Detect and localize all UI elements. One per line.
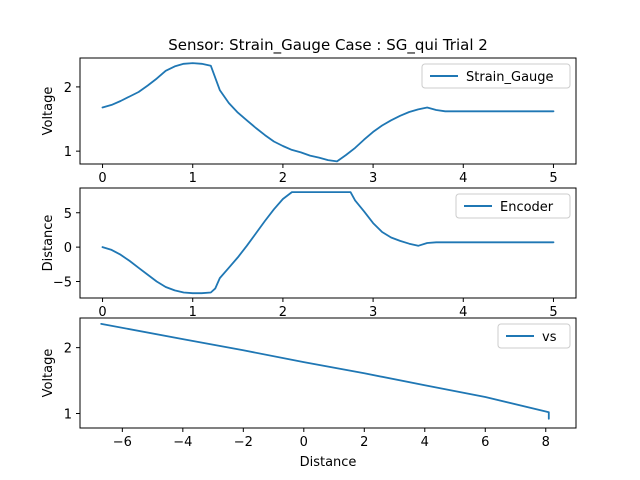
y-axis-label-2: Distance (41, 215, 56, 272)
x-tick-label: 6 (481, 435, 489, 450)
series-line-3-1 (100, 322, 550, 420)
y-tick-label: 5 (64, 207, 72, 222)
x-tick-label: 1 (189, 305, 197, 320)
subplot-3: −6 −4 −2 0 2 4 6 8 1 2 Voltage Distance vs (41, 317, 577, 470)
x-axis-label-3: Distance (300, 455, 357, 470)
series-line-2-1 (101, 191, 555, 295)
x-tick-label: 4 (421, 435, 429, 450)
axes-frame-1 (79, 57, 577, 165)
axes-frame-2 (79, 187, 577, 299)
legend-box (421, 63, 571, 89)
x-tick-label: 0 (300, 435, 308, 450)
legend-label: Encoder (500, 200, 554, 215)
y-tick-label: 0 (64, 241, 72, 256)
subplot-2: 0 1 2 3 4 5 −5 0 5 Distance Encoder (41, 187, 577, 320)
x-tick-label: 0 (98, 171, 106, 186)
x-tick-label: 3 (369, 305, 377, 320)
plots: 0 1 2 3 4 5 1 2 Voltage Strain_Gauge 0 1 2 3 4 5 −5 0 5 Dis… (41, 57, 577, 470)
legend-2: Encoder (455, 193, 571, 219)
y-axis-label-3: Voltage (41, 349, 56, 398)
x-tick-label: 5 (549, 305, 557, 320)
y-tick-label: 2 (64, 342, 72, 357)
legend-3: vs (497, 323, 571, 349)
x-tick-label: −2 (234, 435, 253, 450)
x-tick-label: 8 (542, 435, 550, 450)
figure-title: Sensor: Strain_Gauge Case : SG_qui Trial… (168, 36, 488, 55)
x-tick-label: −4 (173, 435, 192, 450)
y-tick-label: 2 (64, 81, 72, 96)
axes-frame-3 (79, 317, 577, 429)
x-tick-label: 5 (549, 171, 557, 186)
series-line-1-1 (101, 62, 555, 163)
x-tick-label: 2 (360, 435, 368, 450)
x-tick-label: 3 (369, 171, 377, 186)
x-tick-label: 1 (189, 171, 197, 186)
y-tick-label: 1 (64, 145, 72, 160)
legend-box (455, 193, 571, 219)
x-tick-label: −6 (113, 435, 132, 450)
y-tick-label: −5 (53, 276, 72, 291)
x-tick-label: 4 (459, 305, 467, 320)
legend-label: vs (542, 330, 557, 345)
legend-label: Strain_Gauge (466, 70, 554, 85)
subplot-1: 0 1 2 3 4 5 1 2 Voltage Strain_Gauge (41, 57, 577, 186)
y-tick-label: 1 (64, 408, 72, 423)
y-axis-label-1: Voltage (41, 87, 56, 136)
x-tick-label: 2 (279, 305, 287, 320)
x-tick-label: 2 (279, 171, 287, 186)
legend-1: Strain_Gauge (421, 63, 571, 89)
x-tick-label: 4 (459, 171, 467, 186)
x-tick-label: 0 (98, 305, 106, 320)
